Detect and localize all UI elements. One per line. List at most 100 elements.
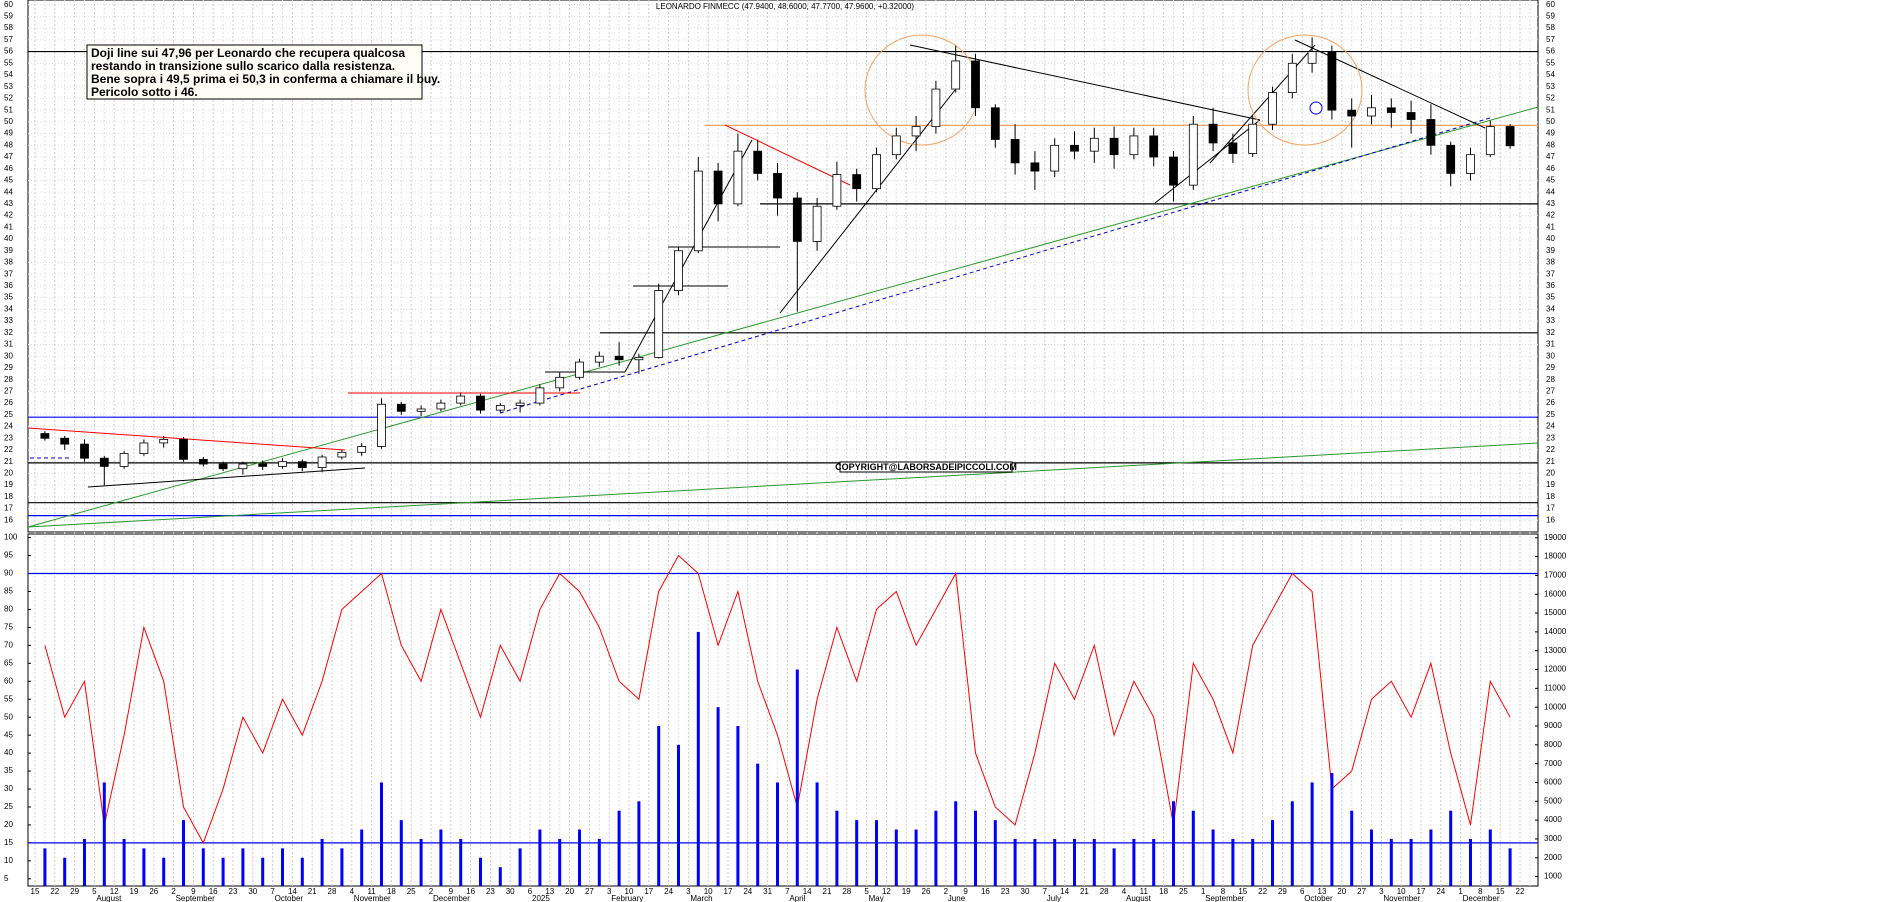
trendline <box>1294 39 1486 129</box>
y-tick-label: 20 <box>4 820 13 829</box>
volume-bar <box>657 726 661 886</box>
y-tick-label: 90 <box>4 569 13 578</box>
candle-body <box>1208 123 1218 144</box>
y-tick-label: 39 <box>1546 246 1555 255</box>
candle-body <box>456 395 466 404</box>
x-tick-label: 20 <box>565 887 574 896</box>
candle-body <box>654 290 664 358</box>
candle-body <box>852 174 862 190</box>
volume-bar <box>221 857 225 886</box>
x-tick-label: 12 <box>110 887 119 896</box>
month-label: July <box>1047 894 1061 902</box>
x-tick-label: 25 <box>407 887 416 896</box>
y-tick-label: 45 <box>4 730 13 739</box>
x-tick-label: 20 <box>1337 887 1346 896</box>
trendline <box>724 124 851 186</box>
x-tick-label: 29 <box>70 887 79 896</box>
y-tick-label: 56 <box>1546 47 1555 56</box>
x-tick-label: 11 <box>1140 887 1149 896</box>
volume-bar <box>1033 838 1037 886</box>
candle-body <box>575 361 584 378</box>
x-tick-label: 3 <box>1379 887 1384 896</box>
x-tick-label: 21 <box>823 887 832 896</box>
y-tick-label: 16 <box>1546 515 1555 524</box>
volume-bar <box>1191 810 1195 886</box>
y-tick-label: 34 <box>4 304 13 313</box>
y-tick-label: 55 <box>4 58 13 67</box>
trendline <box>87 467 366 488</box>
y-tick-label: 95 <box>4 551 13 560</box>
y-tick-label: 58 <box>1546 23 1555 32</box>
trendline <box>909 44 1261 121</box>
y-tick-label: 75 <box>4 622 13 631</box>
candle-body <box>971 60 980 109</box>
x-tick-label: 29 <box>1278 887 1287 896</box>
y-tick-label: 37 <box>1546 269 1555 278</box>
y2-tick-label: 12000 <box>1544 665 1567 674</box>
x-tick-label: 30 <box>506 887 515 896</box>
y-tick-label: 38 <box>4 258 13 267</box>
y-tick-label: 33 <box>1546 316 1555 325</box>
volume-bar <box>360 829 364 886</box>
annotation-line: Doji line sui 47,96 per Leonardo che rec… <box>91 46 405 60</box>
candle-body <box>1466 154 1475 174</box>
trendline <box>1209 44 1316 164</box>
volume-bar <box>1429 829 1433 886</box>
candle-body <box>357 446 367 453</box>
volume-bar <box>518 848 522 886</box>
month-label: April <box>789 894 805 902</box>
y-tick-label: 34 <box>1546 304 1555 313</box>
volume-bar <box>1053 838 1057 886</box>
candle-body <box>60 437 70 445</box>
candle-body <box>40 433 50 439</box>
y-tick-label: 46 <box>1546 164 1555 173</box>
candle-body <box>555 376 565 389</box>
candle-body <box>238 463 248 470</box>
y-tick-label: 28 <box>4 375 13 384</box>
candle-body <box>1287 62 1297 93</box>
y-tick-label: 39 <box>4 246 13 255</box>
x-tick-label: 16 <box>466 887 475 896</box>
volume-bar <box>1073 838 1076 886</box>
volume-bar <box>914 829 918 886</box>
candle-body <box>614 355 624 361</box>
x-tick-label: 21 <box>1080 887 1089 896</box>
x-tick-label: 26 <box>922 887 931 896</box>
x-tick-label: 6 <box>528 887 533 896</box>
x-tick-label: 5 <box>92 887 97 896</box>
y2-tick-label: 14000 <box>1544 627 1567 636</box>
x-tick-label: 11 <box>367 887 376 896</box>
y-tick-label: 31 <box>4 340 13 349</box>
candle-body <box>1248 123 1258 154</box>
y2-tick-label: 3000 <box>1544 834 1562 843</box>
y-tick-label: 46 <box>4 164 13 173</box>
volume-bar <box>281 848 284 886</box>
month-label: February <box>611 894 643 902</box>
y-tick-label: 80 <box>4 605 13 614</box>
volume-bar <box>558 838 562 886</box>
y-tick-label: 60 <box>4 0 13 9</box>
y-tick-label: 49 <box>1546 129 1555 138</box>
y-tick-label: 45 <box>1546 176 1555 185</box>
x-tick-label: 18 <box>387 887 396 896</box>
y-tick-label: 18 <box>1546 492 1555 501</box>
candle-body <box>1307 51 1317 64</box>
candle-body <box>1010 139 1020 164</box>
trendline <box>27 427 346 451</box>
y-tick-label: 53 <box>1546 82 1555 91</box>
volume-bar <box>974 810 977 886</box>
candle-body <box>139 442 149 454</box>
month-label: October <box>1304 894 1333 902</box>
volume-bar <box>835 810 839 886</box>
y-tick-label: 41 <box>4 222 13 231</box>
y-tick-label: 44 <box>4 187 13 196</box>
volume-bar <box>1092 838 1096 886</box>
candle-body <box>1149 135 1159 158</box>
x-tick-label: 23 <box>486 887 495 896</box>
volume-bar <box>300 857 304 886</box>
y-tick-label: 57 <box>4 35 13 44</box>
y-tick-label: 45 <box>4 176 13 185</box>
volume-bar <box>201 848 205 886</box>
y-tick-label: 37 <box>4 269 13 278</box>
